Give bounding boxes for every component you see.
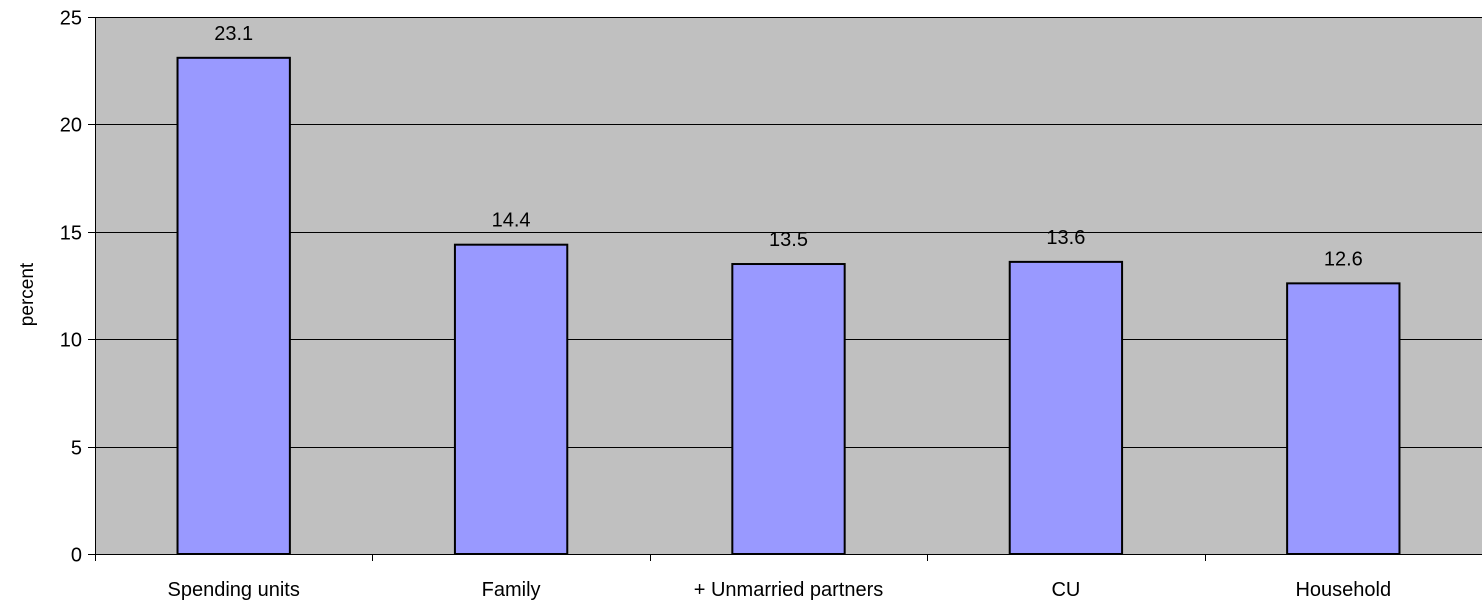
y-tick-label: 0 xyxy=(71,545,82,567)
bar xyxy=(176,56,291,555)
bar xyxy=(731,263,846,555)
y-tick-label: 25 xyxy=(60,8,82,30)
bar xyxy=(453,243,569,556)
data-label: 13.5 xyxy=(769,229,808,251)
data-label: 23.1 xyxy=(214,23,253,45)
x-tick-label: + Unmarried partners xyxy=(694,579,884,601)
x-tick-label: Spending units xyxy=(168,579,300,601)
x-tick-label: Household xyxy=(1295,579,1391,601)
bar xyxy=(1286,282,1401,555)
y-tick-label: 10 xyxy=(60,330,82,352)
data-label: 12.6 xyxy=(1324,248,1363,270)
y-tick-label: 20 xyxy=(60,115,82,137)
y-tick-label: 5 xyxy=(71,438,82,460)
data-label: 13.6 xyxy=(1046,227,1085,249)
labels: 0 5 10 15 20 25 23.1 Spending units 14.4 Family 13… xyxy=(60,8,1391,602)
bar xyxy=(1008,260,1124,555)
y-tick-label: 15 xyxy=(60,223,82,245)
y-axis-title: percent xyxy=(17,262,38,326)
bars xyxy=(176,56,1401,556)
x-tick-label: Family xyxy=(482,579,541,601)
axes xyxy=(88,17,1482,561)
data-label: 14.4 xyxy=(492,210,531,232)
x-tick-label: CU xyxy=(1051,579,1080,601)
